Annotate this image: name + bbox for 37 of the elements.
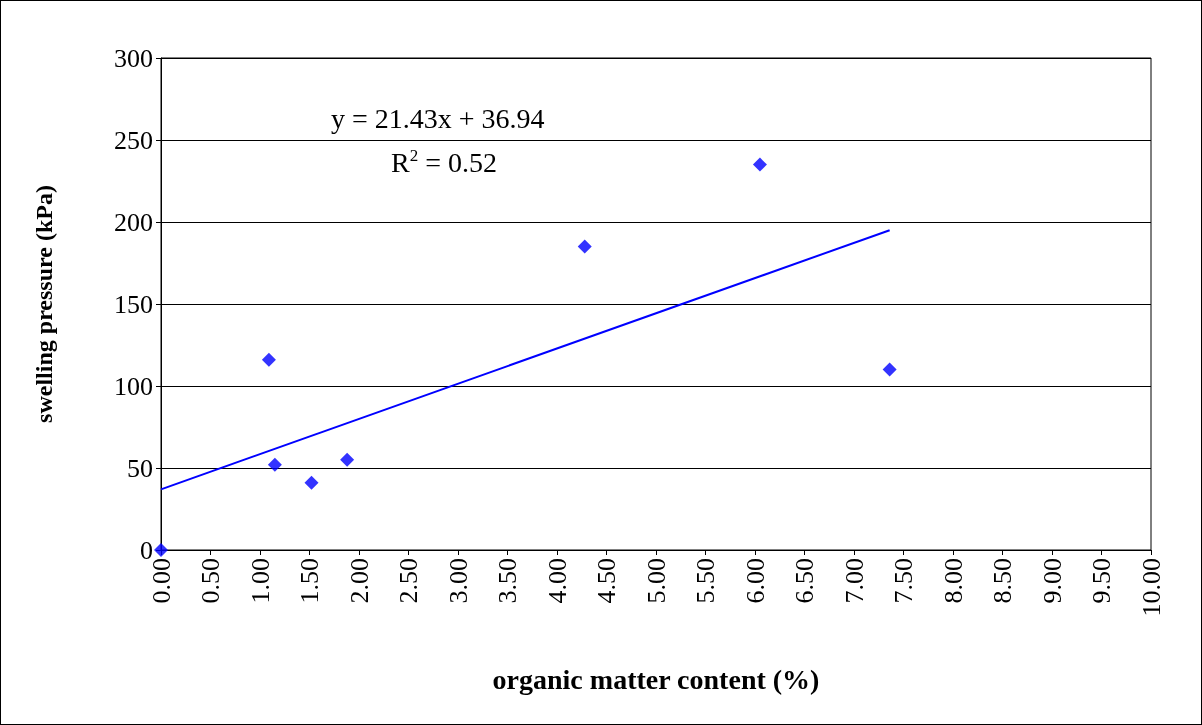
point	[267, 457, 282, 472]
y-tick-label: 300	[114, 43, 153, 73]
x-tick-label: 5.00	[641, 558, 671, 604]
x-tick-label: 9.00	[1037, 558, 1067, 604]
point	[882, 362, 897, 377]
x-tick-label: 6.50	[790, 558, 819, 604]
x-tick-label: 8.00	[938, 558, 968, 604]
x-tick-label: 7.50	[889, 558, 918, 604]
point	[261, 352, 276, 367]
y-tick-label: 100	[114, 371, 153, 401]
x-tick-label: 5.50	[691, 558, 720, 604]
point	[752, 157, 767, 172]
x-tick-label: 4.00	[542, 558, 572, 604]
y-tick-label: 200	[114, 207, 153, 237]
x-axis-title: organic matter content (%)	[492, 663, 820, 695]
x-tick-label: 3.50	[493, 558, 522, 604]
y-tick-label: 250	[114, 125, 153, 155]
x-tick-label: 1.00	[245, 558, 275, 604]
x-tick-label: 8.50	[988, 558, 1017, 604]
point	[154, 543, 168, 557]
x-tick-label: 7.00	[839, 558, 869, 604]
x-tick-label: 0.50	[196, 558, 225, 604]
point	[304, 475, 319, 490]
y-axis-title: swelling pressure (kPa)	[31, 185, 57, 423]
x-tick-label: 1.50	[295, 558, 324, 604]
annotation: y = 21.43x + 36.94	[331, 102, 545, 134]
x-tick-label: 2.00	[344, 558, 374, 604]
x-tick-label: 6.00	[740, 558, 770, 604]
y-tick-label: 150	[114, 289, 153, 319]
x-tick-label: 4.50	[592, 558, 621, 604]
y-tick-label: 50	[127, 453, 153, 483]
x-tick-label: 3.00	[443, 558, 473, 604]
point	[340, 452, 355, 467]
x-tick-label: 2.50	[394, 558, 423, 604]
x-tick-label: 9.50	[1087, 558, 1116, 604]
point	[577, 239, 592, 254]
x-tick-label: 10.00	[1136, 558, 1166, 617]
